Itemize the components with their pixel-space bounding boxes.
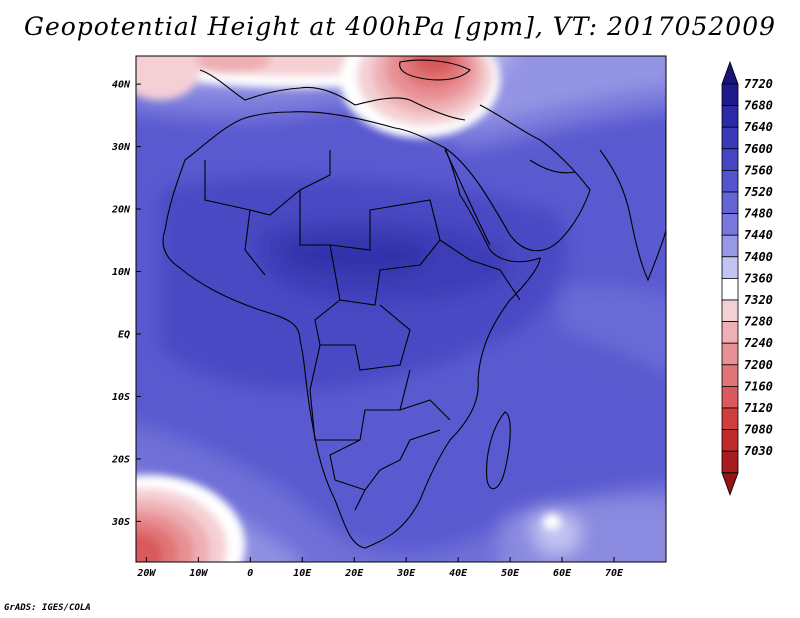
lat-tick-label: EQ [118,329,130,340]
colorbar-label: 7440 [744,228,773,242]
colorbar-swatch [721,364,739,387]
colorbar-label: 7400 [744,250,773,264]
lon-tick-label: 50E [501,568,520,579]
colorbar-swatch [721,321,739,344]
colorbar-swatch [721,213,739,236]
india-coastline [599,120,666,282]
longitude-ticks: 20W 10W 0 10E 20E 30E 40E 50E 60E 70E [136,557,624,579]
colorbar-label: 7600 [744,142,773,156]
colorbar-swatch [721,299,739,323]
height-field-shading [136,56,666,562]
lat-tick-label: 30N [111,142,131,153]
red-sea-coast [444,149,491,246]
colorbar-label: 7240 [744,336,773,350]
lon-tick-label: 0 [247,568,253,579]
colorbar-label: 7030 [744,444,773,458]
colorbar-label: 7480 [744,207,773,221]
lat-tick-label: 10N [112,267,131,278]
madagascar-coastline [486,411,511,490]
colorbar-swatch [721,191,739,215]
lon-tick-label: 40E [449,568,468,579]
lat-tick-label: 40N [112,80,131,91]
colorbar-swatch [721,234,739,258]
lat-tick-label: 30S [111,517,130,528]
lon-tick-label: 10E [293,568,312,579]
colorbar-label: 7120 [744,401,773,415]
lat-tick-label: 10S [112,392,130,403]
colorbar-label: 7080 [744,423,773,437]
chart-title: Geopotential Height at 400hPa [gpm], VT:… [23,12,777,41]
lon-tick-label: 20E [344,568,364,579]
colorbar-swatch [721,83,739,107]
lon-tick-label: 70E [605,568,624,579]
colorbar-label: 7200 [744,358,773,372]
colorbar-top-arrow [721,60,739,85]
lat-tick-label: 20S [111,454,130,465]
black-sea-coast [399,59,471,81]
colorbar-swatch [721,277,739,301]
colorbar-swatch [721,407,739,431]
plot-frame [135,55,667,563]
europe-coastline [199,69,466,121]
lat-tick-label: 20N [111,205,131,216]
colorbar-swatch [721,429,739,452]
colorbar-swatch [721,342,739,366]
colorbar-label: 7160 [744,379,773,393]
coastlines-and-borders [162,59,666,549]
colorbar: 7720 7680 7640 7600 7560 7520 7480 7440 7400 7360… [721,60,773,496]
colorbar-label: 7680 [744,99,773,113]
colorbar-swatch [721,148,739,171]
colorbar-label: 7520 [744,185,773,199]
colorbar-swatch [721,105,739,128]
colorbar-swatch [721,450,739,474]
persian-gulf-coast [529,159,576,174]
colorbar-label: 7280 [744,315,773,329]
lon-tick-label: 30E [396,568,416,579]
colorbar-label: 7640 [744,120,773,134]
arabia-coastline [444,104,591,252]
lon-tick-label: 10W [189,568,208,579]
colorbar-label: 7360 [744,271,773,285]
colorbar-swatch [721,169,739,193]
colorbar-swatch [721,256,739,279]
colorbar-label: 7320 [744,293,773,307]
country-borders [204,150,521,511]
lon-tick-label: 60E [553,568,572,579]
lon-tick-label: 20W [136,568,156,579]
latitude-ticks: 40N 30N 20N 10N EQ 10S 20S 30S [111,80,141,528]
grads-credit: GrADS: IGES/COLA [4,603,91,613]
colorbar-swatch [721,126,739,150]
colorbar-label: 7560 [744,163,773,177]
colorbar-swatch [721,385,739,409]
colorbar-label: 7720 [744,77,773,91]
colorbar-bottom-arrow [721,472,739,496]
